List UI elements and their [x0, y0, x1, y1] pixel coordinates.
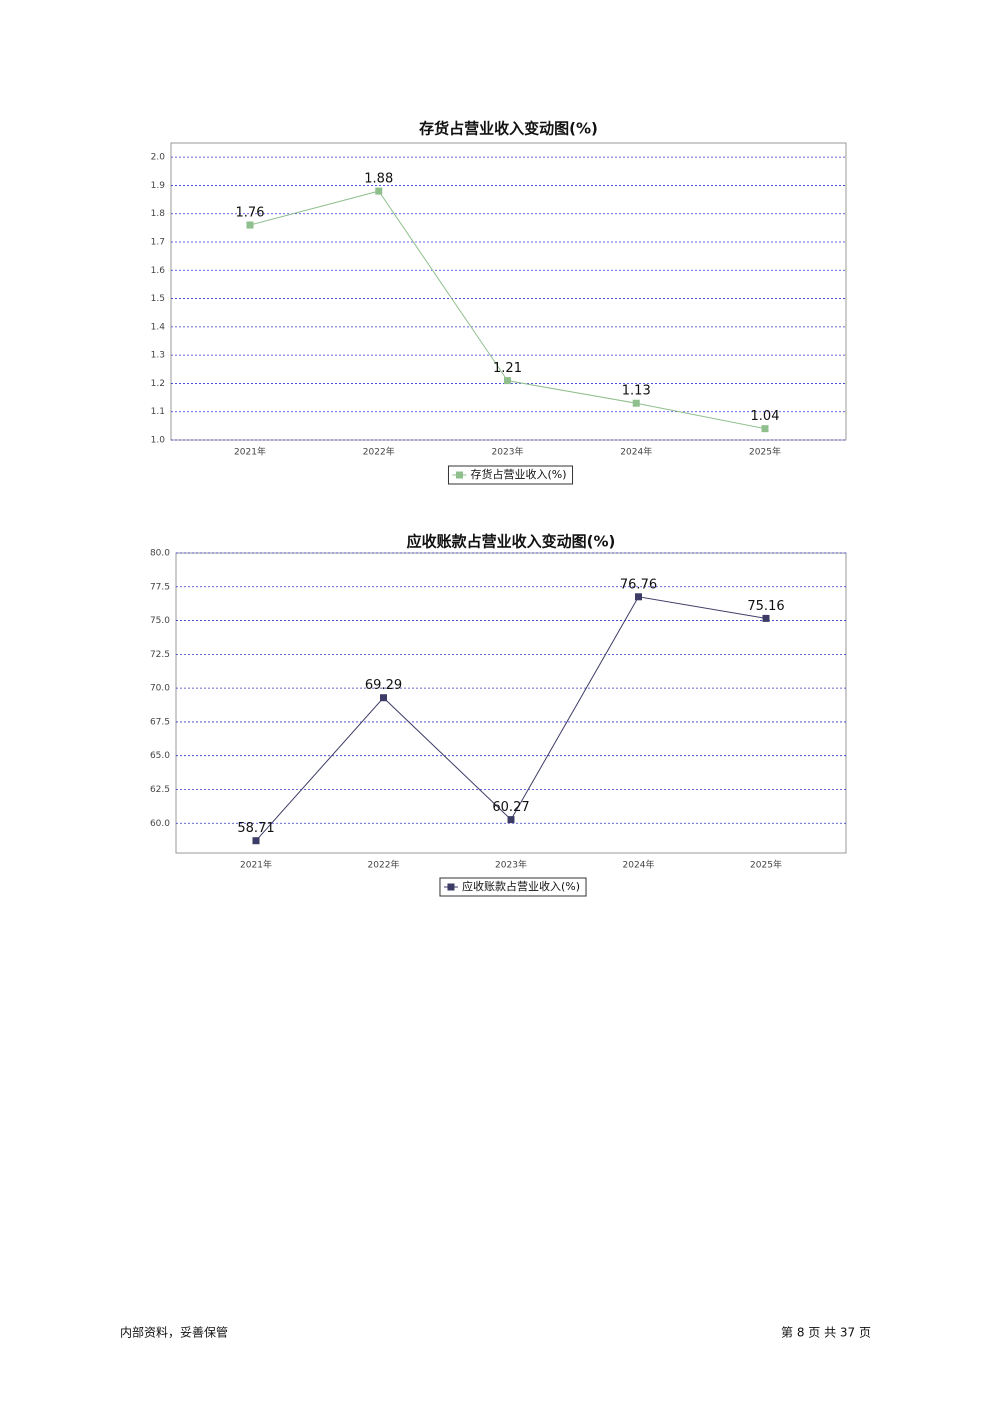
- y-tick-label: 1.8: [151, 209, 166, 219]
- x-tick-label: 2025年: [749, 446, 781, 458]
- legend-label: 存货占营业收入(%): [470, 467, 566, 481]
- chart-title: 存货占营业收入变动图(%): [419, 120, 598, 138]
- x-tick-label: 2021年: [240, 859, 272, 871]
- value-label: 1.76: [236, 206, 265, 221]
- y-tick-label: 67.5: [150, 717, 170, 727]
- value-label: 1.21: [493, 361, 522, 376]
- legend-marker: [455, 471, 463, 479]
- value-label: 1.13: [622, 384, 651, 399]
- point-marker: [504, 377, 511, 385]
- point-marker: [762, 614, 770, 622]
- value-label: 76.76: [620, 577, 657, 592]
- y-tick-label: 1.5: [151, 294, 165, 304]
- value-label: 1.88: [364, 172, 393, 187]
- y-tick-label: 70.0: [150, 684, 170, 694]
- y-tick-label: 62.5: [150, 785, 170, 795]
- x-tick-label: 2025年: [750, 859, 782, 871]
- x-tick-label: 2023年: [495, 859, 527, 871]
- y-tick-label: 1.4: [151, 322, 166, 332]
- legend-box: [447, 465, 574, 485]
- point-marker: [246, 221, 254, 229]
- value-label: 60.27: [492, 800, 529, 815]
- value-label: 58.71: [237, 821, 274, 836]
- value-label: 1.04: [751, 409, 780, 424]
- y-tick-label: 1.1: [151, 407, 165, 417]
- legend-label: 应收账款占营业收入(%): [462, 879, 580, 893]
- y-tick-label: 65.0: [150, 751, 170, 761]
- y-tick-label: 2.0: [151, 153, 166, 163]
- y-tick-label: 80.0: [150, 549, 170, 559]
- y-tick-label: 1.0: [151, 436, 166, 446]
- y-tick-label: 1.7: [151, 238, 165, 248]
- x-tick-label: 2023年: [492, 446, 524, 458]
- y-tick-label: 77.5: [150, 582, 170, 592]
- chart-title: 应收账款占营业收入变动图(%): [407, 533, 616, 551]
- legend-box: [439, 877, 587, 897]
- value-label: 75.16: [747, 599, 784, 614]
- point-marker: [632, 399, 640, 407]
- y-tick-label: 1.2: [151, 379, 165, 389]
- y-tick-label: 1.3: [151, 351, 165, 361]
- x-tick-label: 2022年: [368, 859, 400, 871]
- point-marker: [507, 816, 515, 824]
- y-tick-label: 1.6: [151, 266, 166, 276]
- legend: 应收账款占营业收入(%): [439, 877, 587, 897]
- y-tick-label: 60.0: [150, 819, 170, 829]
- point-marker: [252, 837, 260, 845]
- plot-area: [170, 142, 847, 441]
- point-marker: [635, 593, 642, 601]
- y-tick-label: 1.9: [151, 181, 166, 191]
- point-marker: [761, 425, 769, 433]
- x-tick-label: 2021年: [234, 446, 266, 458]
- x-tick-label: 2022年: [363, 446, 395, 458]
- x-tick-label: 2024年: [623, 859, 655, 871]
- point-marker: [375, 187, 383, 195]
- plot-area: [175, 552, 847, 854]
- y-tick-label: 72.5: [150, 650, 170, 660]
- y-tick-label: 75.0: [150, 616, 170, 626]
- legend-marker: [447, 883, 455, 891]
- footer-left: 内部资料，妥善保管: [120, 1325, 228, 1340]
- legend: 存货占营业收入(%): [447, 465, 574, 485]
- point-marker: [380, 694, 387, 702]
- value-label: 69.29: [365, 678, 402, 693]
- footer-right: 第 8 页 共 37 页: [781, 1326, 871, 1340]
- x-tick-label: 2024年: [620, 446, 652, 458]
